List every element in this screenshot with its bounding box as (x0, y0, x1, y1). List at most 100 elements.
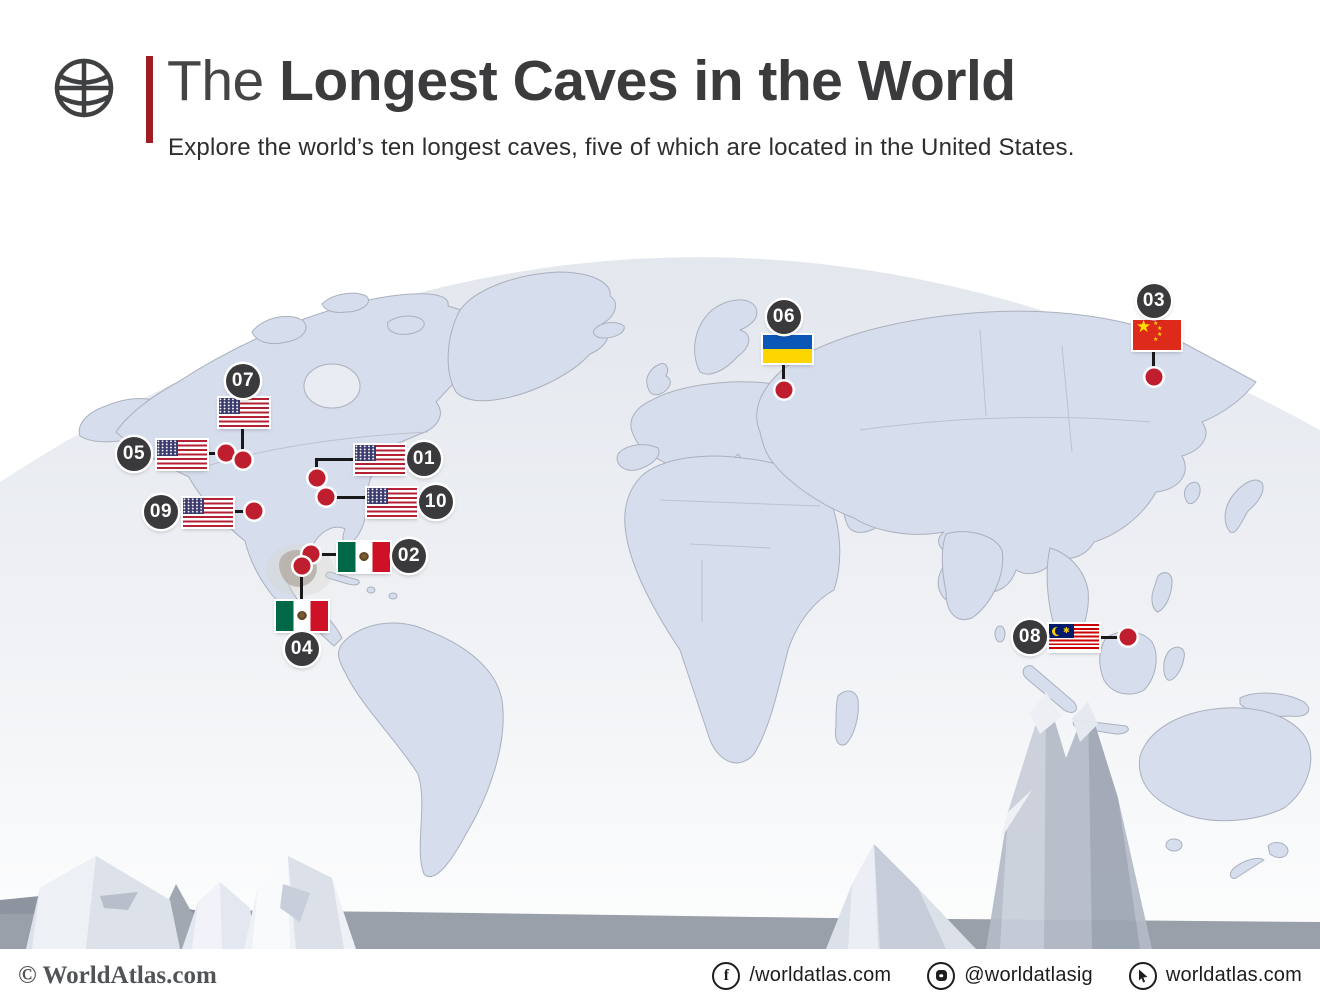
arctic-island (251, 316, 307, 345)
cave-location-dot-04 (293, 557, 311, 575)
marker-connector-05 (205, 452, 227, 455)
caribbean-island (366, 586, 376, 594)
marker-badge-02: 02 (392, 539, 426, 573)
social-links: f/worldatlas.com @worldatlasig worldatlas.… (712, 961, 1302, 990)
continent-south-america (338, 622, 504, 877)
continents (78, 271, 1312, 879)
marker-connector-01 (315, 458, 355, 461)
instagram-icon (927, 961, 956, 990)
borneo (1099, 631, 1157, 695)
hudson-bay (303, 363, 361, 409)
mx-flag-eagle (359, 552, 369, 562)
flag-malaysia: ✱ (1049, 624, 1099, 651)
madagascar (835, 690, 859, 746)
facebook-icon: f (712, 961, 741, 990)
footer: © WorldAtlas.com f/worldatlas.com @worlda… (0, 949, 1320, 1002)
flag-china: ★ ★ ★ ★ ★ (1133, 320, 1181, 350)
marker-connector-09 (231, 510, 255, 513)
flag-mexico (276, 601, 328, 631)
marker-connector-02 (311, 553, 340, 556)
sulawesi (1163, 646, 1185, 681)
marker-connector-03 (1152, 349, 1155, 377)
flag-united-states (157, 440, 207, 469)
continent-asia (756, 310, 1257, 605)
globe-icon (54, 58, 114, 118)
social-handle[interactable]: worldatlas.com (1165, 964, 1302, 986)
japan (1224, 479, 1264, 534)
sri-lanka (994, 625, 1006, 643)
us-flag-canton (219, 398, 240, 414)
cave-location-dot-08 (1119, 628, 1137, 646)
new-zealand-south (1229, 857, 1265, 879)
cave-location-dot-10 (317, 488, 335, 506)
flag-ukraine (763, 335, 812, 363)
social-handle[interactable]: @worldatlasig (964, 964, 1093, 986)
marker-connector-04 (300, 566, 303, 602)
marker-connector-07 (241, 426, 244, 460)
korea (1183, 481, 1201, 505)
cursor-icon (1128, 961, 1157, 990)
arctic-island (321, 292, 369, 313)
flag-united-states (183, 498, 233, 527)
copyright-text: © WorldAtlas.com (18, 961, 217, 989)
marker-badge-04: 04 (285, 632, 319, 666)
us-flag-canton (183, 498, 204, 514)
my-flag-star: ✱ (1063, 626, 1070, 635)
marker-connector-10 (326, 496, 369, 499)
my-flag-canton: ✱ (1049, 624, 1074, 639)
marker-badge-05: 05 (117, 437, 151, 471)
arctic-island (387, 315, 425, 335)
marker-badge-03: 03 (1137, 284, 1171, 318)
cave-location-dot-01 (308, 469, 326, 487)
cave-location-dot-03 (1145, 368, 1163, 386)
marker-badge-06: 06 (767, 300, 801, 334)
us-flag-canton (157, 440, 178, 456)
flag-united-states (219, 398, 269, 427)
continent-greenland (447, 271, 617, 402)
sumatra (1022, 665, 1077, 713)
country-borders (193, 329, 1151, 622)
cave-location-dot-06 (775, 381, 793, 399)
mx-flag-eagle (297, 611, 307, 621)
continent-australia (1138, 707, 1312, 822)
cn-flag-star: ★ (1136, 320, 1152, 336)
marker-badge-08: 08 (1013, 620, 1047, 654)
iberia (616, 444, 660, 471)
page-title: The Longest Caves in the World (167, 50, 1016, 112)
marker-badge-09: 09 (144, 495, 178, 529)
scandinavia (694, 299, 758, 375)
philippines (1151, 572, 1173, 613)
social-link-facebook[interactable]: f/worldatlas.com (712, 961, 892, 990)
social-handle[interactable]: /worldatlas.com (749, 964, 892, 986)
tasmania (1165, 838, 1183, 852)
marker-badge-01: 01 (407, 442, 441, 476)
flag-united-states (367, 488, 417, 517)
header: The Longest Caves in the World Explore t… (0, 0, 1320, 200)
page-subtitle: Explore the world’s ten longest caves, f… (168, 134, 1075, 161)
caribbean-island (388, 592, 398, 600)
cave-location-dot-09 (245, 502, 263, 520)
marker-badge-10: 10 (419, 485, 453, 519)
flag-united-states (355, 445, 405, 474)
marker-badge-07: 07 (226, 364, 260, 398)
cave-location-dot-07 (234, 451, 252, 469)
marker-connector-01 (315, 459, 318, 478)
flag-mexico (338, 542, 390, 572)
us-flag-canton (355, 445, 376, 461)
iceland (593, 322, 625, 339)
accent-bar (146, 56, 153, 143)
social-link-cursor[interactable]: worldatlas.com (1128, 961, 1302, 990)
us-flag-canton (367, 488, 388, 504)
cuba (325, 571, 360, 586)
landscape (0, 692, 1320, 949)
marker-connector-06 (782, 362, 785, 390)
social-link-instagram[interactable]: @worldatlasig (927, 961, 1093, 990)
new-zealand-north (1267, 842, 1289, 858)
united-kingdom (646, 363, 671, 396)
title-emphasis: Longest Caves in the World (279, 49, 1016, 113)
marker-connector-08 (1098, 636, 1129, 639)
cave-location-dot-05 (217, 444, 235, 462)
